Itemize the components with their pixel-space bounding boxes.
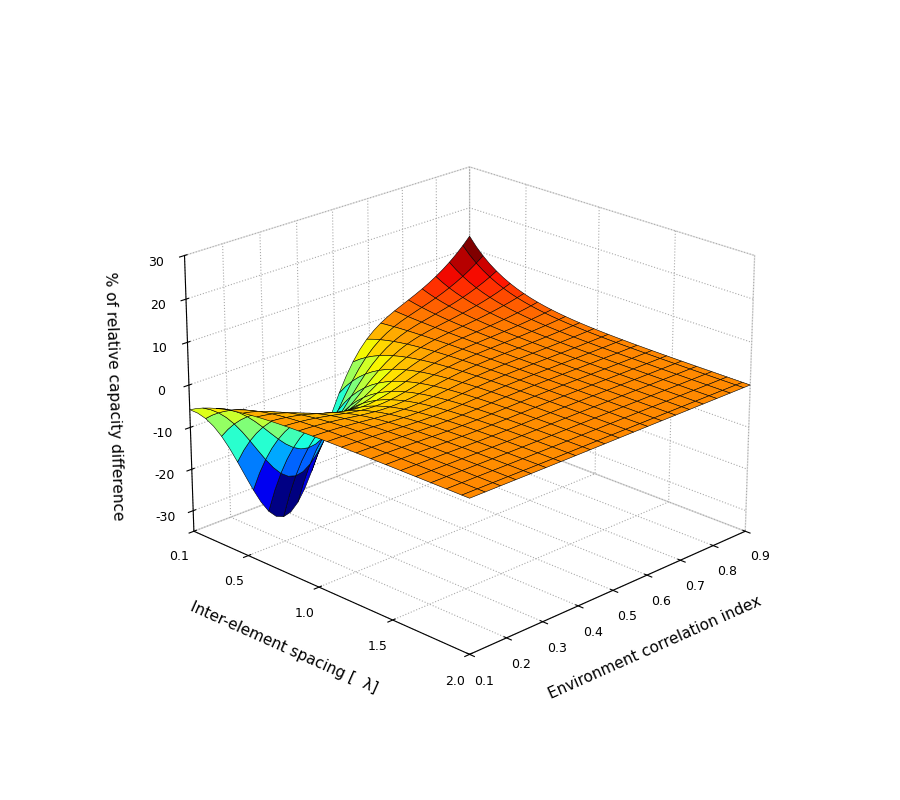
X-axis label: Environment correlation index: Environment correlation index [546, 594, 764, 702]
Y-axis label: Inter-element spacing [  λ]: Inter-element spacing [ λ] [188, 599, 380, 696]
